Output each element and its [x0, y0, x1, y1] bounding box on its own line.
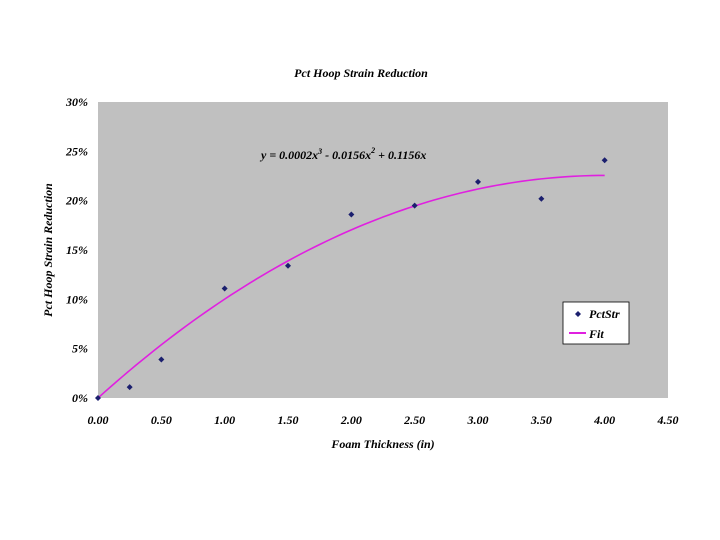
fit-layer — [97, 174, 605, 399]
y-tick-label: 30% — [65, 95, 88, 109]
x-tick-label: 4.50 — [657, 413, 679, 427]
legend-label-pctstr: PctStr — [589, 307, 620, 321]
x-tick-label: 1.00 — [214, 413, 235, 427]
y-tick-label: 25% — [65, 144, 88, 158]
data-point — [158, 356, 165, 363]
x-tick-label: 0.50 — [151, 413, 172, 427]
x-tick-label: 2.00 — [340, 413, 362, 427]
y-tick-label: 15% — [66, 243, 88, 257]
data-point — [538, 195, 545, 202]
data-point — [348, 211, 355, 218]
y-tick-label: 10% — [66, 292, 88, 306]
legend-marker-pctstr — [575, 311, 581, 317]
data-point — [95, 395, 101, 401]
y-tick-label: 0% — [72, 391, 88, 405]
points-layer — [95, 157, 608, 401]
chart-title: Pct Hoop Strain Reduction — [294, 66, 428, 80]
legend: PctStr Fit — [562, 301, 630, 345]
y-axis-label: Pct Hoop Strain Reduction — [41, 183, 55, 317]
data-point — [126, 384, 133, 391]
data-point — [475, 178, 481, 185]
equation-part-2: - 0.0156x — [322, 148, 371, 162]
data-point — [411, 202, 418, 209]
plot-background — [98, 102, 668, 398]
x-axis-ticks: 0.00 0.50 1.00 1.50 2.00 2.50 3.00 3.50 4.00 4.50 — [88, 413, 679, 427]
equation-part-1: y = 0.0002x — [259, 148, 318, 162]
legend-box — [562, 301, 630, 345]
legend-label-fit: Fit — [588, 327, 604, 341]
data-point — [221, 285, 228, 292]
data-point — [285, 262, 291, 269]
equation-exponent-2: 2 — [370, 146, 375, 155]
x-tick-label: 1.50 — [278, 413, 299, 427]
y-axis-ticks: 0% 5% 10% 15% 20% 25% 30% — [65, 95, 88, 405]
x-tick-label: 4.00 — [593, 413, 615, 427]
plot-area — [98, 102, 668, 398]
fit-curve — [97, 174, 605, 399]
x-tick-label: 0.00 — [88, 413, 109, 427]
x-tick-label: 3.50 — [530, 413, 552, 427]
y-tick-label: 20% — [65, 194, 88, 208]
x-tick-label: 3.00 — [467, 413, 489, 427]
x-tick-label: 2.50 — [403, 413, 425, 427]
trendline-equation: y = 0.0002x3 - 0.0156x2 + 0.1156x — [259, 146, 426, 162]
data-point — [601, 157, 608, 164]
equation-part-3: + 0.1156x — [375, 148, 426, 162]
x-axis-label: Foam Thickness (in) — [330, 437, 434, 451]
equation-exponent-1: 3 — [317, 147, 322, 156]
y-tick-label: 5% — [72, 342, 88, 356]
